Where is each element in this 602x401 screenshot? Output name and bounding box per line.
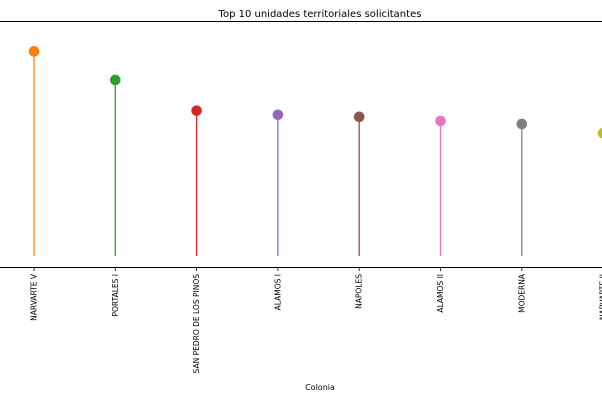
point-alamos-ii [435,115,446,127]
point-narvarte-ii [597,128,602,139]
tick-label-napoles: NAPOLES [355,274,364,309]
point-portales-i [110,74,121,86]
tick-label-alamos-i: ALAMOS I [273,274,282,310]
tick-label-narvarte-ii: NARVARTE II [599,274,602,320]
tick-label-alamos-ii: ALAMOS II [436,274,445,313]
x-tick-labels: NARVARTE V PORTALES I SAN PEDRO DE LOS PIN… [30,267,602,374]
tick-label-san-pedro-de-los-pinos: SAN PEDRO DE LOS PINOS [192,274,201,374]
point-alamos-i [272,109,284,121]
chart-title: Top 10 unidades territoriales solicitant… [218,9,422,20]
x-axis-label: Colonia [305,383,335,392]
tick-label-portales-i: PORTALES I [111,274,120,317]
tick-label-narvarte-v: NARVARTE V [30,273,39,321]
point-narvarte-v [28,46,40,57]
tick-label-moderna: MODERNA [517,273,526,313]
point-moderna [516,118,528,130]
point-napoles [353,111,365,123]
point-san-pedro-de-los-pinos [191,105,202,116]
chart-marks [28,46,602,256]
